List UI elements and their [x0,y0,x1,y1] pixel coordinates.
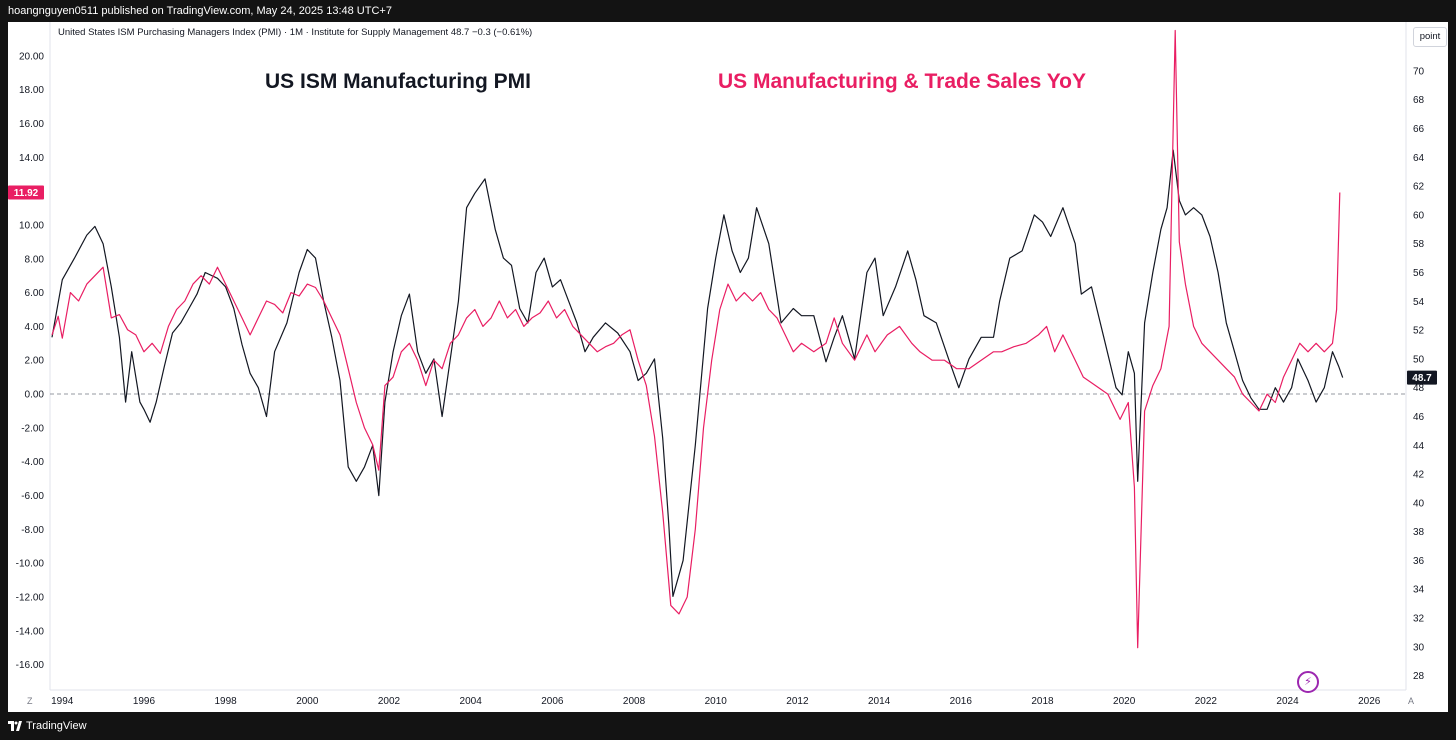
right-axis-tick-label: 36 [1413,556,1425,567]
left-axis-tick-label: 14.00 [19,153,44,164]
right-axis-tick-label: 62 [1413,182,1425,193]
left-axis-tick-label: -6.00 [21,491,44,502]
x-axis-tick-label: 2022 [1195,696,1218,707]
left-current-value-label: 11.92 [14,188,39,199]
right-axis-tick-label: 48 [1413,383,1425,394]
x-axis-tick-label: 2016 [950,696,973,707]
left-axis-tick-label: 8.00 [25,254,45,265]
x-axis-tick-label: 2020 [1113,696,1136,707]
left-axis-tick-label: -10.00 [16,559,45,570]
x-axis-tick-label: 2014 [868,696,891,707]
x-axis-tick-label: 2024 [1276,696,1299,707]
right-current-value-badge [1407,370,1437,385]
attribution-bar: hoangnguyen0511 published on TradingView… [0,0,1456,22]
x-axis-tick-label: 2018 [1031,696,1054,707]
right-axis-tick-label: 46 [1413,412,1425,423]
left-axis-tick-label: -16.00 [16,660,45,671]
right-axis-tick-label: 30 [1413,642,1425,653]
x-axis-tick-label: 1994 [51,696,74,707]
right-axis-tick-label: 68 [1413,95,1425,106]
right-current-value-label: 48.7 [1412,373,1432,384]
left-current-value-badge [8,185,44,200]
footer-bar: TradingView [0,712,1456,740]
x-axis-tick-label: 2000 [296,696,319,707]
right-axis-tick-label: 60 [1413,210,1425,221]
left-axis-tick-label: -14.00 [16,626,45,637]
left-axis-tick-label: -2.00 [21,423,44,434]
x-axis-tick-label: 2012 [786,696,809,707]
right-axis-tick-label: 38 [1413,527,1425,538]
right-axis-tick-label: 52 [1413,326,1425,337]
right-axis-tick-label: 66 [1413,124,1425,135]
left-axis-tick-label: -12.00 [16,592,45,603]
scale-unit-button[interactable]: point [1413,27,1447,47]
left-axis-tick-label: -4.00 [21,457,44,468]
right-axis-tick-label: 64 [1413,153,1425,164]
right-axis-tick-label: 42 [1413,470,1425,481]
footer-brand: TradingView [26,720,87,732]
right-axis-tick-label: 34 [1413,585,1425,596]
left-axis-tick-label: 16.00 [19,119,44,130]
right-axis-tick-label: 58 [1413,239,1425,250]
right-axis-tick-label: 40 [1413,498,1425,509]
right-axis-tick-label: 54 [1413,297,1425,308]
zoom-reset-button[interactable]: Z [27,696,33,706]
right-axis-tick-label: 50 [1413,354,1425,365]
lightning-icon[interactable]: ⚡ [1297,671,1319,693]
auto-scale-button[interactable]: A [1408,696,1415,706]
x-axis-tick-label: 1996 [133,696,156,707]
right-axis-tick-label: 56 [1413,268,1425,279]
left-axis-tick-label: 18.00 [19,85,44,96]
pmi-series-line [51,149,1344,598]
x-axis-tick-label: 2004 [460,696,483,707]
tradingview-logo-icon [8,721,22,731]
right-axis-tick-label: 28 [1413,671,1425,682]
sales-yoy-series-line [51,29,1341,649]
left-axis-tick-label: 6.00 [25,288,45,299]
left-axis-tick-label: 10.00 [19,220,44,231]
right-axis-tick-label: 32 [1413,614,1425,625]
pmi-chart-title: US ISM Manufacturing PMI [265,70,531,93]
x-axis-tick-label: 2010 [705,696,728,707]
left-axis-tick-label: 20.00 [19,51,44,62]
sales-chart-title: US Manufacturing & Trade Sales YoY [718,70,1086,93]
x-axis-tick-label: 2008 [623,696,646,707]
x-axis-tick-label: 2002 [378,696,401,707]
left-axis-tick-label: 0.00 [25,390,45,401]
left-axis-tick-label: 2.00 [25,356,45,367]
series-legend[interactable]: United States ISM Purchasing Managers In… [58,27,533,38]
attribution-text: hoangnguyen0511 published on TradingView… [8,5,392,17]
x-axis-tick-label: 2026 [1358,696,1381,707]
right-axis-tick-label: 70 [1413,66,1425,77]
right-axis-tick-label: 44 [1413,441,1425,452]
x-axis-tick-label: 1998 [215,696,238,707]
x-axis-tick-label: 2006 [541,696,564,707]
left-axis-tick-label: -8.00 [21,525,44,536]
left-axis-tick-label: 4.00 [25,322,45,333]
